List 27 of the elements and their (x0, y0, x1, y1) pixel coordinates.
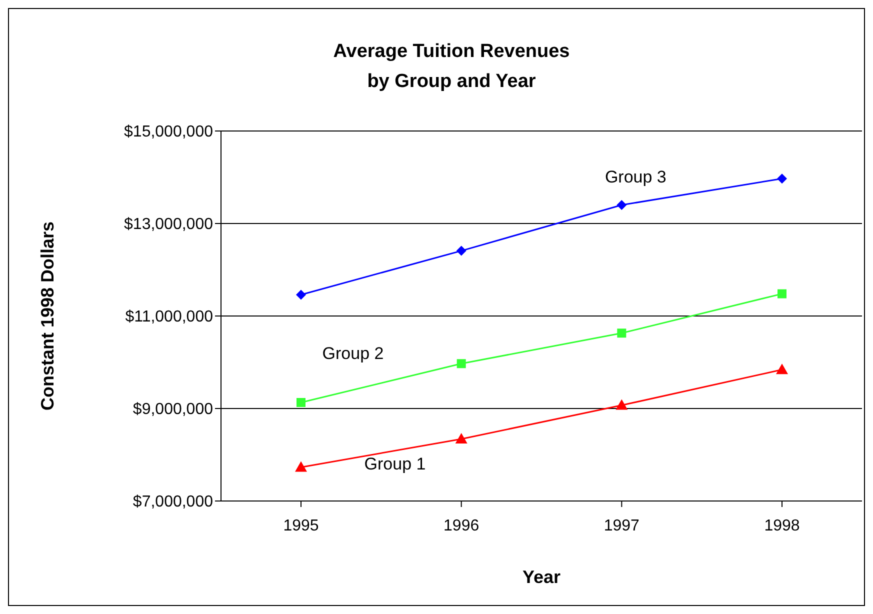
point (456, 359, 466, 368)
series-label: Group 3 (604, 168, 666, 186)
x-tick-label: 1998 (764, 517, 800, 534)
y-tick-label: $7,000,000 (132, 494, 214, 511)
series-label: Group 2 (322, 344, 384, 363)
x-axis-title: Year (522, 567, 561, 587)
x-tick-label: 1997 (604, 517, 640, 534)
point (456, 246, 466, 256)
point (295, 461, 307, 472)
y-tick-label: $11,000,000 (125, 308, 214, 326)
point (777, 174, 787, 184)
x-tick-label: 1995 (283, 517, 319, 534)
chart-title: Average Tuition Revenues by Group and Year (332, 40, 571, 94)
point (778, 289, 786, 298)
series-label: Group 1 (364, 454, 426, 474)
y-tick-label: $9,000,000 (132, 401, 214, 418)
x-tick-label: 1996 (444, 517, 480, 534)
point (296, 398, 306, 407)
y-axis-title: Constant 1998 Dollars (37, 221, 58, 411)
point (617, 328, 626, 338)
point (455, 433, 468, 444)
point (296, 290, 306, 300)
y-tick-label: $13,000,000 (124, 216, 214, 234)
point (616, 399, 628, 410)
point (616, 200, 627, 210)
y-tick-label: $15,000,000 (124, 124, 214, 141)
point (776, 364, 788, 374)
